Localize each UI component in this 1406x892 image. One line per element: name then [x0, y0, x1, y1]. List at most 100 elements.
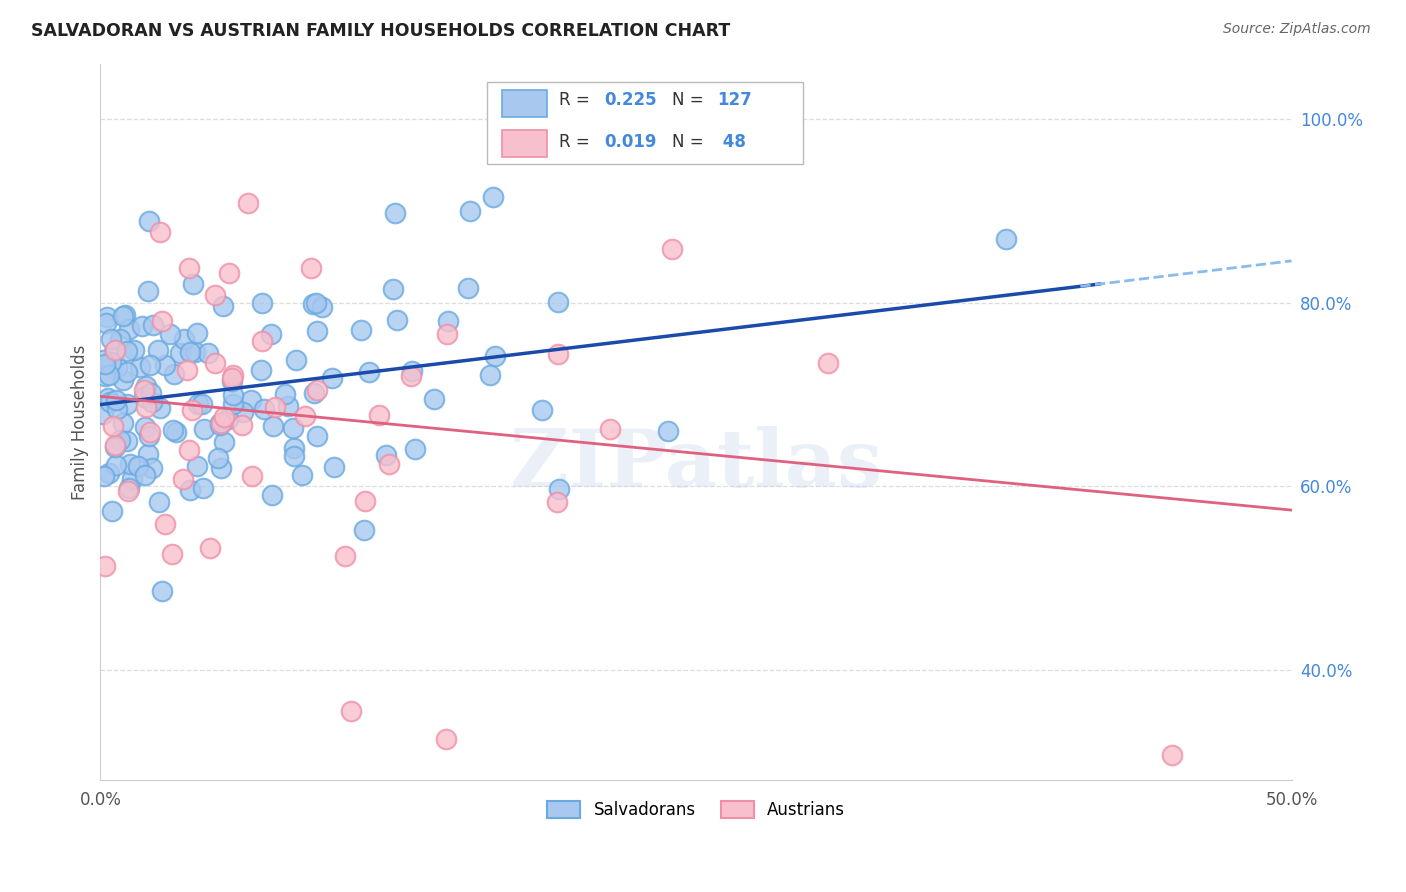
Point [186, 458, 208, 473]
Text: N =: N = [672, 133, 709, 151]
Point [104, 440, 127, 454]
Point [162, 423, 184, 437]
Point [179, 483, 201, 497]
Point [108, 434, 131, 448]
Point [173, 332, 195, 346]
Point [339, 705, 361, 719]
Point [305, 324, 328, 338]
Point [423, 392, 446, 406]
Point [1161, 747, 1184, 762]
Point [136, 285, 159, 299]
Point [105, 458, 128, 472]
Point [141, 395, 163, 409]
Point [165, 425, 187, 439]
Legend: Salvadorans, Austrians: Salvadorans, Austrians [540, 794, 852, 826]
Point [146, 343, 169, 357]
FancyBboxPatch shape [502, 130, 547, 157]
Point [222, 388, 245, 402]
Point [222, 397, 245, 411]
Point [385, 313, 408, 327]
Point [98, 466, 121, 480]
Point [436, 326, 458, 341]
Point [283, 450, 305, 464]
Point [172, 473, 194, 487]
Point [149, 401, 172, 416]
Point [160, 547, 183, 561]
Point [482, 190, 505, 204]
Point [176, 363, 198, 377]
Point [404, 442, 426, 457]
Point [94, 368, 117, 383]
Point [262, 418, 284, 433]
Point [112, 309, 135, 323]
Point [214, 435, 236, 450]
Point [93, 357, 115, 371]
Text: ZIPatlas: ZIPatlas [510, 426, 882, 504]
Text: N =: N = [672, 92, 709, 110]
Point [179, 260, 201, 275]
Point [135, 378, 157, 392]
Point [240, 469, 263, 483]
Point [547, 295, 569, 310]
Point [111, 373, 134, 387]
Point [323, 460, 346, 475]
Point [458, 204, 481, 219]
Point [661, 242, 683, 256]
Point [179, 345, 201, 359]
Point [354, 494, 377, 508]
Point [100, 332, 122, 346]
Point [91, 352, 114, 367]
FancyBboxPatch shape [488, 82, 803, 164]
Point [148, 495, 170, 509]
Point [150, 583, 173, 598]
Point [118, 457, 141, 471]
Point [97, 391, 120, 405]
Point [107, 359, 129, 374]
Point [250, 363, 273, 377]
Point [103, 419, 125, 434]
Point [283, 442, 305, 456]
Point [100, 354, 122, 368]
Point [250, 295, 273, 310]
Point [283, 421, 305, 435]
Point [117, 343, 139, 358]
Point [141, 461, 163, 475]
Point [260, 488, 283, 502]
Point [96, 310, 118, 325]
Point [221, 374, 243, 388]
Point [321, 371, 343, 385]
Text: SALVADORAN VS AUSTRIAN FAMILY HOUSEHOLDS CORRELATION CHART: SALVADORAN VS AUSTRIAN FAMILY HOUSEHOLDS… [31, 22, 730, 40]
Point [142, 318, 165, 333]
Point [602, 107, 624, 121]
Point [104, 343, 127, 357]
Y-axis label: Family Households: Family Households [72, 344, 89, 500]
Point [131, 318, 153, 333]
Point [138, 213, 160, 227]
Point [180, 403, 202, 417]
Point [150, 314, 173, 328]
Point [381, 282, 404, 296]
Point [209, 460, 232, 475]
Point [253, 401, 276, 416]
Point [302, 386, 325, 401]
Point [100, 395, 122, 409]
Text: 0.019: 0.019 [605, 133, 657, 151]
Point [149, 225, 172, 239]
Point [93, 469, 115, 483]
Point [97, 368, 120, 383]
Point [193, 422, 215, 436]
Point [284, 353, 307, 368]
Point [169, 346, 191, 360]
Point [264, 401, 287, 415]
Point [183, 277, 205, 291]
Point [221, 371, 243, 385]
Point [111, 416, 134, 430]
Point [139, 359, 162, 373]
Point [236, 195, 259, 210]
Point [139, 385, 162, 400]
Point [252, 334, 274, 349]
Point [599, 422, 621, 436]
Point [208, 416, 231, 430]
Point [204, 287, 226, 301]
Point [311, 300, 333, 314]
